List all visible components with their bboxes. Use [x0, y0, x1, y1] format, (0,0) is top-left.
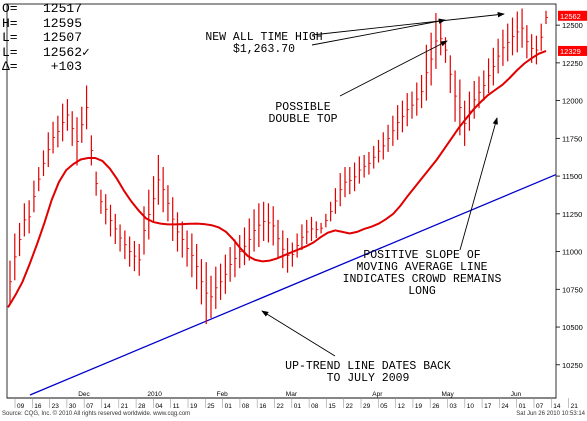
annotation-text: NEW ALL TIME HIGH: [205, 31, 322, 44]
y-tick-label: 10750: [562, 285, 583, 294]
y-tick-label: 11250: [562, 210, 582, 219]
x-tick-label: 26: [432, 403, 440, 410]
month-label: Jun: [511, 391, 522, 398]
x-tick-label: 16: [34, 403, 42, 410]
x-tick-label: 29: [363, 403, 371, 410]
month-label: May: [442, 391, 455, 398]
x-tick-label: 15: [328, 403, 336, 410]
x-tick-label: 08: [242, 403, 250, 410]
annotation-text: UP-TREND LINE DATES BACK: [285, 360, 451, 373]
x-tick-label: 24: [501, 403, 509, 410]
x-tick-label: 03: [450, 403, 458, 410]
open-label: O=: [2, 1, 18, 16]
y-tick-label: 11000: [562, 248, 582, 257]
month-label: Mar: [286, 391, 298, 398]
change-label: Δ=: [2, 59, 18, 74]
month-label: Feb: [217, 391, 229, 398]
annotation-text: $1,263.70: [233, 43, 295, 56]
y-tick-label: 12000: [562, 97, 583, 106]
x-tick-label: 01: [294, 403, 302, 410]
y-tick-label: 10250: [562, 361, 583, 370]
x-tick-label: 25: [207, 403, 215, 410]
annotation-arrow: [311, 12, 505, 36]
x-tick-label: 14: [104, 403, 112, 410]
x-tick-label: 09: [17, 403, 25, 410]
x-tick-label: 30: [69, 403, 77, 410]
x-tick-label: 23: [52, 403, 60, 410]
x-tick-label: 07: [536, 403, 544, 410]
x-tick-label: 21: [121, 403, 129, 410]
x-tick-label: 22: [277, 403, 285, 410]
y-tick-label: 12250: [562, 59, 583, 68]
x-tick-label: 14: [553, 403, 561, 410]
x-tick-label: 01: [519, 403, 527, 410]
high-label: H=: [2, 15, 18, 31]
annotation-text: INDICATES CROWD REMAINS: [343, 273, 502, 286]
x-tick-label: 17: [484, 403, 492, 410]
y-tick-label: 12500: [562, 21, 583, 30]
x-tick-label: 08: [311, 403, 319, 410]
x-tick-label: 22: [346, 403, 354, 410]
x-tick-label: 21: [571, 403, 579, 410]
price-flag: [558, 10, 587, 21]
x-tick-label: 19: [415, 403, 423, 410]
x-tick-label: 05: [380, 403, 388, 410]
y-tick-label: 11500: [562, 172, 582, 181]
x-tick-label: 11: [173, 403, 180, 410]
price-flag: [558, 45, 587, 56]
annotation-text: TO JULY 2009: [327, 372, 410, 385]
annotation-text: POSSIBLE: [275, 101, 330, 114]
price-flag-label: 12562: [560, 12, 581, 21]
source-text: Source: CQG, Inc. © 2010 All rights rese…: [2, 411, 191, 417]
y-tick-label: 11750: [562, 134, 582, 143]
annotation-arrow: [339, 40, 448, 97]
trend-line: [29, 173, 557, 396]
check-icon: ✓: [82, 44, 90, 60]
timestamp-text: Sat Jun 26 2010 10:53:14: [516, 411, 585, 417]
last-label: L=: [2, 44, 18, 60]
annotation-text: MOVING AVERAGE LINE: [356, 261, 487, 274]
annotation-text: DOUBLE TOP: [268, 113, 337, 126]
low-value: 12507: [42, 30, 82, 45]
low-label: L=: [2, 30, 18, 45]
last-value: 12562: [42, 44, 82, 60]
price-flag-label: 12329: [560, 47, 581, 56]
x-tick-label: 16: [259, 403, 267, 410]
open-value: 12517: [42, 1, 82, 16]
annotation-arrow: [261, 310, 336, 357]
x-tick-label: 12: [398, 403, 406, 410]
month-label: 2010: [147, 391, 162, 398]
change-value: +103: [50, 59, 82, 74]
quote-panel: O= 12517 H= 12595 L= 12507 L= 12562 ✓ Δ= +103: [2, 1, 90, 75]
x-tick-label: 01: [225, 403, 233, 410]
x-tick-label: 28: [138, 403, 146, 410]
month-label: Dec: [78, 391, 90, 398]
moving-average-line: [7, 49, 547, 308]
x-tick-label: 10: [467, 403, 475, 410]
high-value: 12595: [42, 15, 82, 31]
x-tick-label: 07: [86, 403, 94, 410]
annotation-text: POSITIVE SLOPE OF: [363, 249, 480, 262]
annotation-arrow: [311, 18, 446, 46]
month-label: Apr: [372, 391, 383, 398]
annotation-arrow: [459, 117, 498, 251]
y-tick-label: 10500: [562, 323, 583, 332]
x-tick-label: 04: [155, 403, 163, 410]
annotation-text: LONG: [408, 285, 436, 298]
x-tick-label: 19: [190, 403, 198, 410]
